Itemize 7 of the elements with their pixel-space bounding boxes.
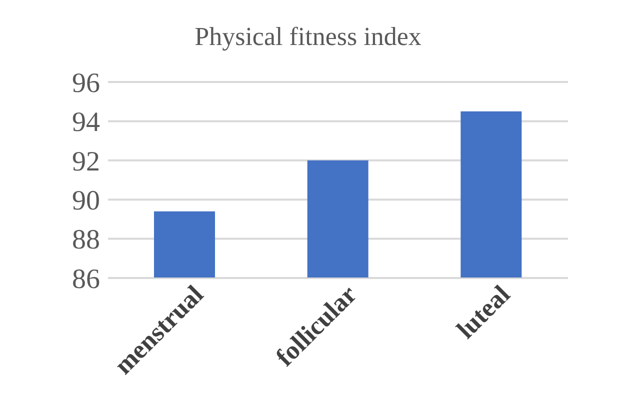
y-tick-label: 86 <box>72 264 100 295</box>
y-tick-label: 92 <box>72 146 100 178</box>
y-tick-label: 94 <box>72 107 100 138</box>
y-tick-label: 96 <box>72 68 100 99</box>
y-tick-label: 88 <box>72 224 100 256</box>
chart-title: Physical fitness index <box>194 21 422 53</box>
y-tick-label: 90 <box>72 186 100 217</box>
